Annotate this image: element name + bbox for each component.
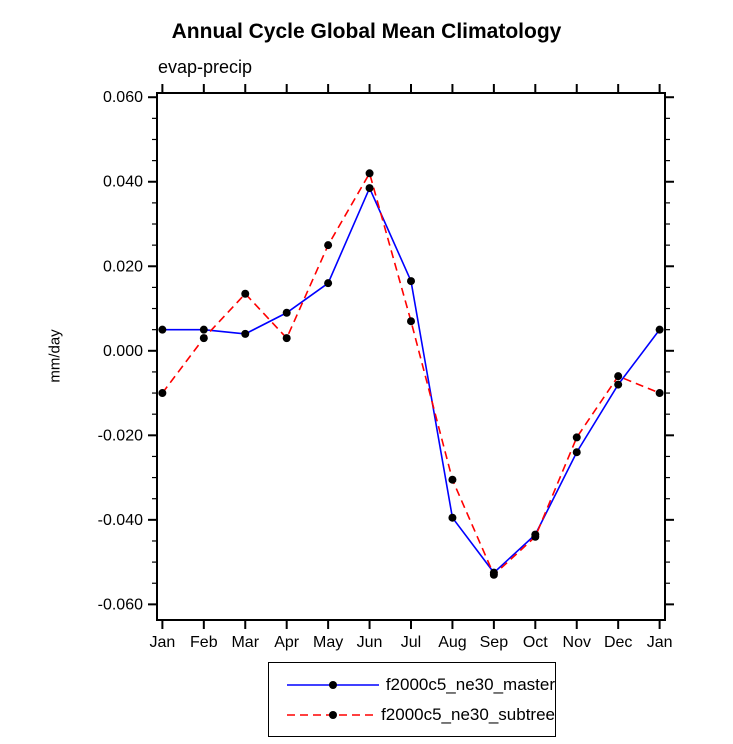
series-line-0 [162,186,661,574]
data-point-1 [614,372,623,381]
data-point-0 [407,277,415,286]
y-tick-label: -0.040 [98,512,143,529]
chart-title: Annual Cycle Global Mean Climatology [171,20,562,43]
x-tick-label: Oct [523,634,548,651]
y-tick-label: 0.020 [103,258,143,275]
legend-label-master: f2000c5_ne30_master [385,674,555,694]
series-line-1 [161,171,660,577]
x-tick-label: Jan [647,634,673,651]
x-tick-label: Jul [401,634,421,651]
y-tick-label: 0.040 [103,174,143,191]
data-point-1 [158,389,167,398]
x-tick-label: Sep [480,634,509,651]
data-point-0 [365,184,374,193]
chart-legend: f2000c5_ne30_master f2000c5_ne30_subtree [268,662,556,737]
data-point-0 [158,325,167,334]
y-tick-label: 0.000 [103,343,143,360]
data-point-0 [199,325,208,334]
x-tick-label: Mar [231,634,259,651]
data-point-0 [448,513,457,522]
data-point-1 [282,334,291,343]
data-point-1 [489,570,498,579]
chart-subtitle: evap-precip [158,57,253,77]
legend-label-subtree: f2000c5_ne30_subtree [381,704,555,724]
y-tick-label: -0.060 [98,596,143,613]
data-point-0 [572,448,581,457]
x-tick-label: May [313,634,343,651]
data-point-1 [199,334,208,343]
data-point-1 [448,475,457,484]
data-point-1 [572,433,581,442]
legend-marker-dot-icon [329,680,337,689]
data-point-1 [655,389,664,398]
y-tick-label: -0.020 [98,427,143,444]
data-point-0 [655,325,664,334]
data-point-1 [531,532,540,541]
data-point-0 [324,279,333,288]
data-point-1 [241,289,250,298]
data-point-0 [241,329,250,338]
y-tick-label: 0.060 [103,89,143,106]
x-tick-label: Jun [357,634,383,651]
x-tick-label: Dec [604,634,632,651]
plot-border [156,92,666,621]
legend-marker-dot-icon [329,710,337,719]
x-tick-label: Feb [190,634,218,651]
legend-item-master: f2000c5_ne30_master [285,670,555,700]
x-tick-label: Apr [274,634,300,651]
legend-item-subtree: f2000c5_ne30_subtree [285,700,555,730]
x-tick-label: Aug [438,634,466,651]
data-point-0 [282,308,291,317]
data-point-1 [365,169,374,178]
data-point-1 [324,241,333,250]
legend-swatch-master-line-icon [287,680,379,689]
legend-swatch-subtree-line-icon [287,710,375,719]
x-tick-label: Nov [563,634,591,651]
data-point-1 [407,317,415,326]
x-tick-label: Jan [149,634,175,651]
data-point-0 [614,380,623,389]
